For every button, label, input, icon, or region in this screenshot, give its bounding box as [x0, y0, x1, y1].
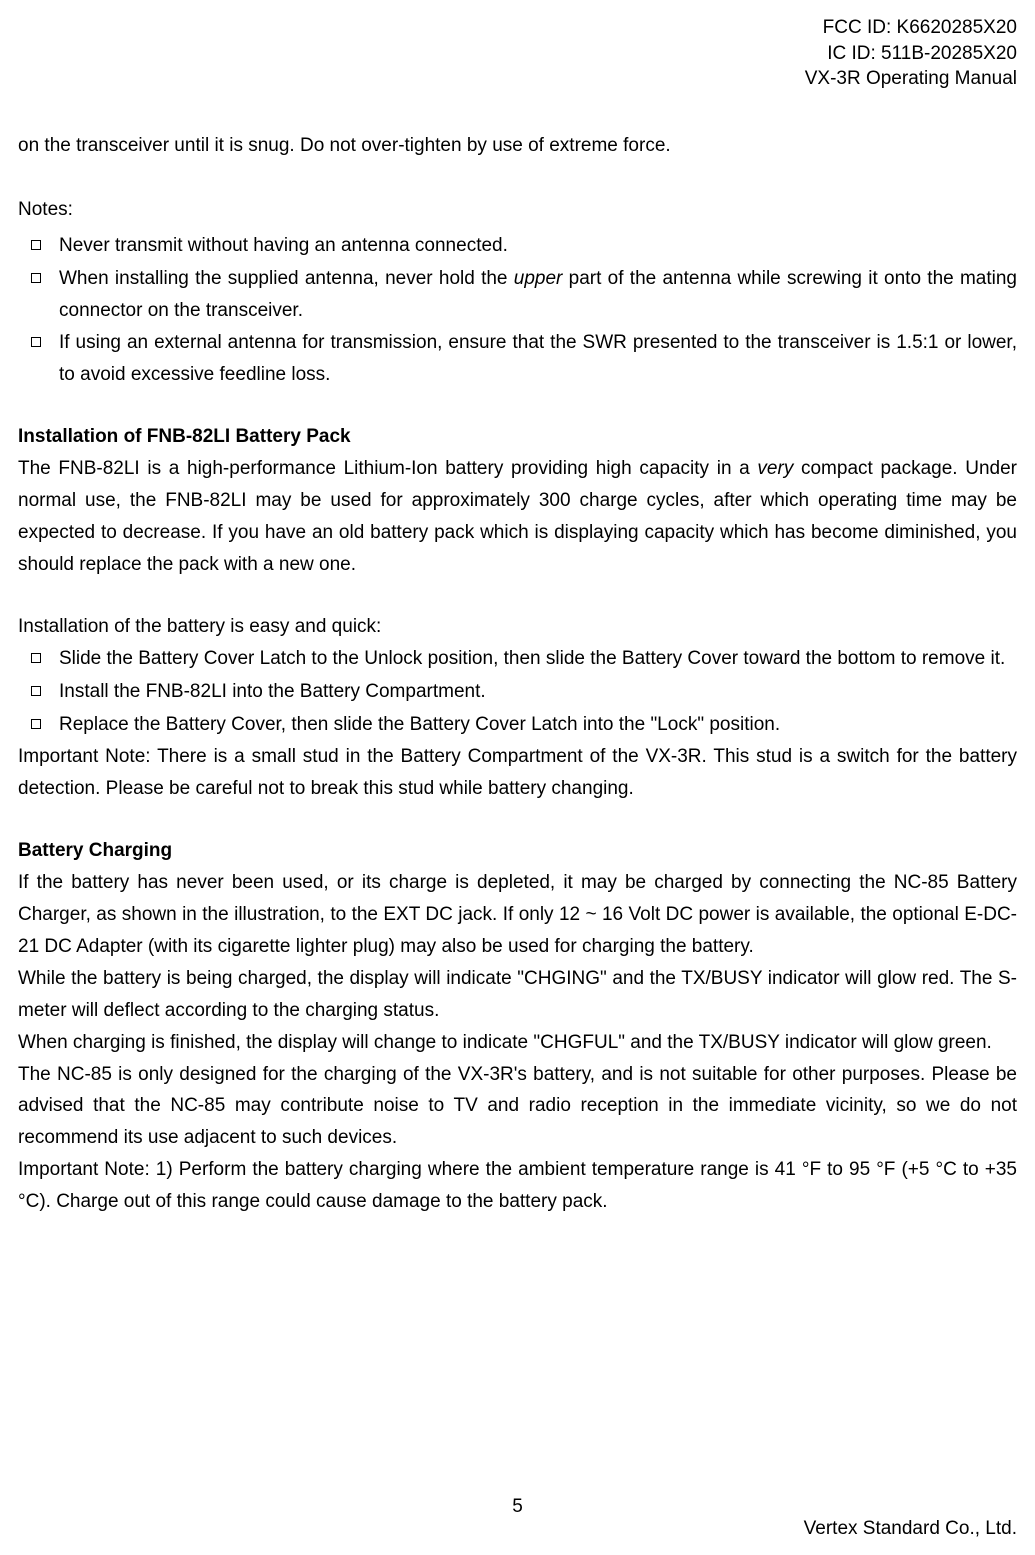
bullet-square-icon	[31, 719, 41, 729]
para1-prefix: The FNB-82LI is a high-performance Lithi…	[18, 458, 757, 479]
install-item: Slide the Battery Cover Latch to the Unl…	[18, 643, 1017, 675]
bullet-square-icon	[31, 686, 41, 696]
notes-item: If using an external antenna for transmi…	[18, 327, 1017, 391]
charging-para2: While the battery is being charged, the …	[18, 963, 1017, 1027]
manual-title-line: VX-3R Operating Manual	[18, 66, 1017, 92]
battery-install-note: Important Note: There is a small stud in…	[18, 741, 1017, 805]
bullet-square-icon	[31, 653, 41, 663]
notes-item-text: If using an external antenna for transmi…	[59, 327, 1017, 391]
bullet-square-icon	[31, 240, 41, 250]
battery-install-para2: Installation of the battery is easy and …	[18, 611, 1017, 643]
install-item-text: Slide the Battery Cover Latch to the Unl…	[59, 643, 1017, 675]
footer-company: Vertex Standard Co., Ltd.	[804, 1513, 1017, 1545]
charging-para3: When charging is finished, the display w…	[18, 1027, 1017, 1059]
charging-note: Important Note: 1) Perform the battery c…	[18, 1154, 1017, 1218]
notes-item-text: When installing the supplied antenna, ne…	[59, 263, 1017, 327]
fcc-id-line: FCC ID: K6620285X20	[18, 15, 1017, 41]
bullet-square-icon	[31, 273, 41, 283]
install-item-text: Install the FNB-82LI into the Battery Co…	[59, 676, 1017, 708]
install-item: Install the FNB-82LI into the Battery Co…	[18, 676, 1017, 708]
battery-charging-heading: Battery Charging	[18, 835, 1017, 867]
notes-item-italic: upper	[514, 268, 563, 289]
ic-id-line: IC ID: 511B-20285X20	[18, 41, 1017, 67]
para1-italic: very	[757, 458, 793, 479]
notes-item: Never transmit without having an antenna…	[18, 230, 1017, 262]
install-item: Replace the Battery Cover, then slide th…	[18, 709, 1017, 741]
notes-item: When installing the supplied antenna, ne…	[18, 263, 1017, 327]
bullet-square-icon	[31, 337, 41, 347]
battery-install-para1: The FNB-82LI is a high-performance Lithi…	[18, 453, 1017, 581]
notes-item-text: Never transmit without having an antenna…	[59, 230, 1017, 262]
install-item-text: Replace the Battery Cover, then slide th…	[59, 709, 1017, 741]
intro-continuation: on the transceiver until it is snug. Do …	[18, 130, 1017, 162]
notes-heading: Notes:	[18, 194, 1017, 226]
charging-para4: The NC-85 is only designed for the charg…	[18, 1059, 1017, 1155]
document-header: FCC ID: K6620285X20 IC ID: 511B-20285X20…	[18, 15, 1017, 92]
battery-install-heading: Installation of FNB-82LI Battery Pack	[18, 421, 1017, 453]
notes-item-prefix: When installing the supplied antenna, ne…	[59, 268, 514, 289]
charging-para1: If the battery has never been used, or i…	[18, 867, 1017, 963]
